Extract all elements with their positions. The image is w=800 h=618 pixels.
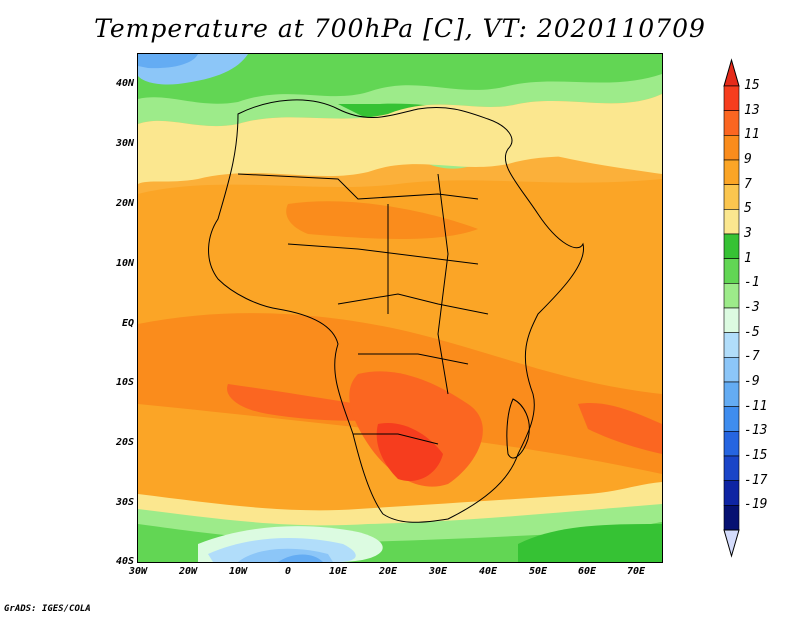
colorbar-label: -11 xyxy=(744,398,768,414)
colorbar-swatch xyxy=(723,110,740,136)
colorbar-label: -19 xyxy=(744,497,768,513)
colorbar-label: -17 xyxy=(744,472,768,488)
colorbar-swatch xyxy=(723,85,740,111)
lon-label: 10E xyxy=(328,566,348,577)
lat-label: EQ xyxy=(121,318,134,329)
lon-label: 50E xyxy=(528,566,548,577)
colorbar-swatch xyxy=(723,184,740,210)
lon-label: 0 xyxy=(284,566,292,577)
colorbar-swatch xyxy=(723,159,740,185)
colorbar-swatch xyxy=(723,357,740,383)
lon-label: 10W xyxy=(228,566,248,577)
lon-label: 40E xyxy=(478,566,498,577)
temperature-map xyxy=(137,53,663,563)
colorbar-label: 13 xyxy=(744,102,760,118)
colorbar-swatch xyxy=(723,135,740,161)
colorbar-label: 3 xyxy=(744,226,752,241)
chart-title: Temperature at 700hPa [C], VT: 202011070… xyxy=(94,14,706,43)
lon-label: 30W xyxy=(128,566,148,577)
colorbar-label: 1 xyxy=(744,250,752,266)
colorbar-label: -9 xyxy=(744,374,760,389)
lat-label: 40N xyxy=(115,78,134,89)
colorbar-swatch xyxy=(723,258,740,284)
lat-label: 30S xyxy=(115,497,134,508)
colorbar-label: 15 xyxy=(744,78,760,93)
colorbar-swatch xyxy=(723,455,740,481)
colorbar-swatch xyxy=(723,283,740,309)
lon-label: 20W xyxy=(178,566,198,577)
colorbar-swatch xyxy=(723,381,740,407)
colorbar-label: 9 xyxy=(744,152,752,167)
colorbar-label: 5 xyxy=(744,201,752,217)
lat-label: 10N xyxy=(115,258,134,269)
colorbar-label: 11 xyxy=(744,127,760,143)
colorbar-label: 7 xyxy=(744,176,752,192)
lon-label: 20E xyxy=(378,566,398,577)
colorbar-label: -1 xyxy=(744,275,760,291)
lat-label: 30N xyxy=(115,138,134,149)
coastlines xyxy=(208,99,584,523)
colorbar-top-arrow xyxy=(723,58,740,87)
colorbar-swatch xyxy=(723,233,740,259)
colorbar-label: -7 xyxy=(744,349,760,365)
colorbar-label: -5 xyxy=(744,324,760,340)
lat-label: 20S xyxy=(115,437,134,448)
lat-label: 10S xyxy=(115,377,134,388)
lon-label: 60E xyxy=(577,566,597,577)
colorbar-label: -13 xyxy=(744,423,768,439)
lat-label: 40S xyxy=(115,556,134,567)
credit-text: GrADS: IGES/COLA xyxy=(4,604,91,614)
temperature-field xyxy=(138,54,662,562)
colorbar-swatch xyxy=(723,480,740,506)
colorbar-label: -3 xyxy=(744,300,760,315)
lon-label: 70E xyxy=(626,566,646,577)
colorbar-swatch xyxy=(723,406,740,432)
colorbar-label: -15 xyxy=(744,448,768,463)
lat-label: 20N xyxy=(115,198,134,209)
lon-label: 30E xyxy=(428,566,448,577)
colorbar-bottom-arrow xyxy=(723,529,740,558)
colorbar-swatch xyxy=(723,431,740,457)
colorbar-swatch xyxy=(723,505,740,531)
colorbar-swatch xyxy=(723,332,740,358)
colorbar-swatch xyxy=(723,209,740,235)
colorbar-swatch xyxy=(723,307,740,333)
